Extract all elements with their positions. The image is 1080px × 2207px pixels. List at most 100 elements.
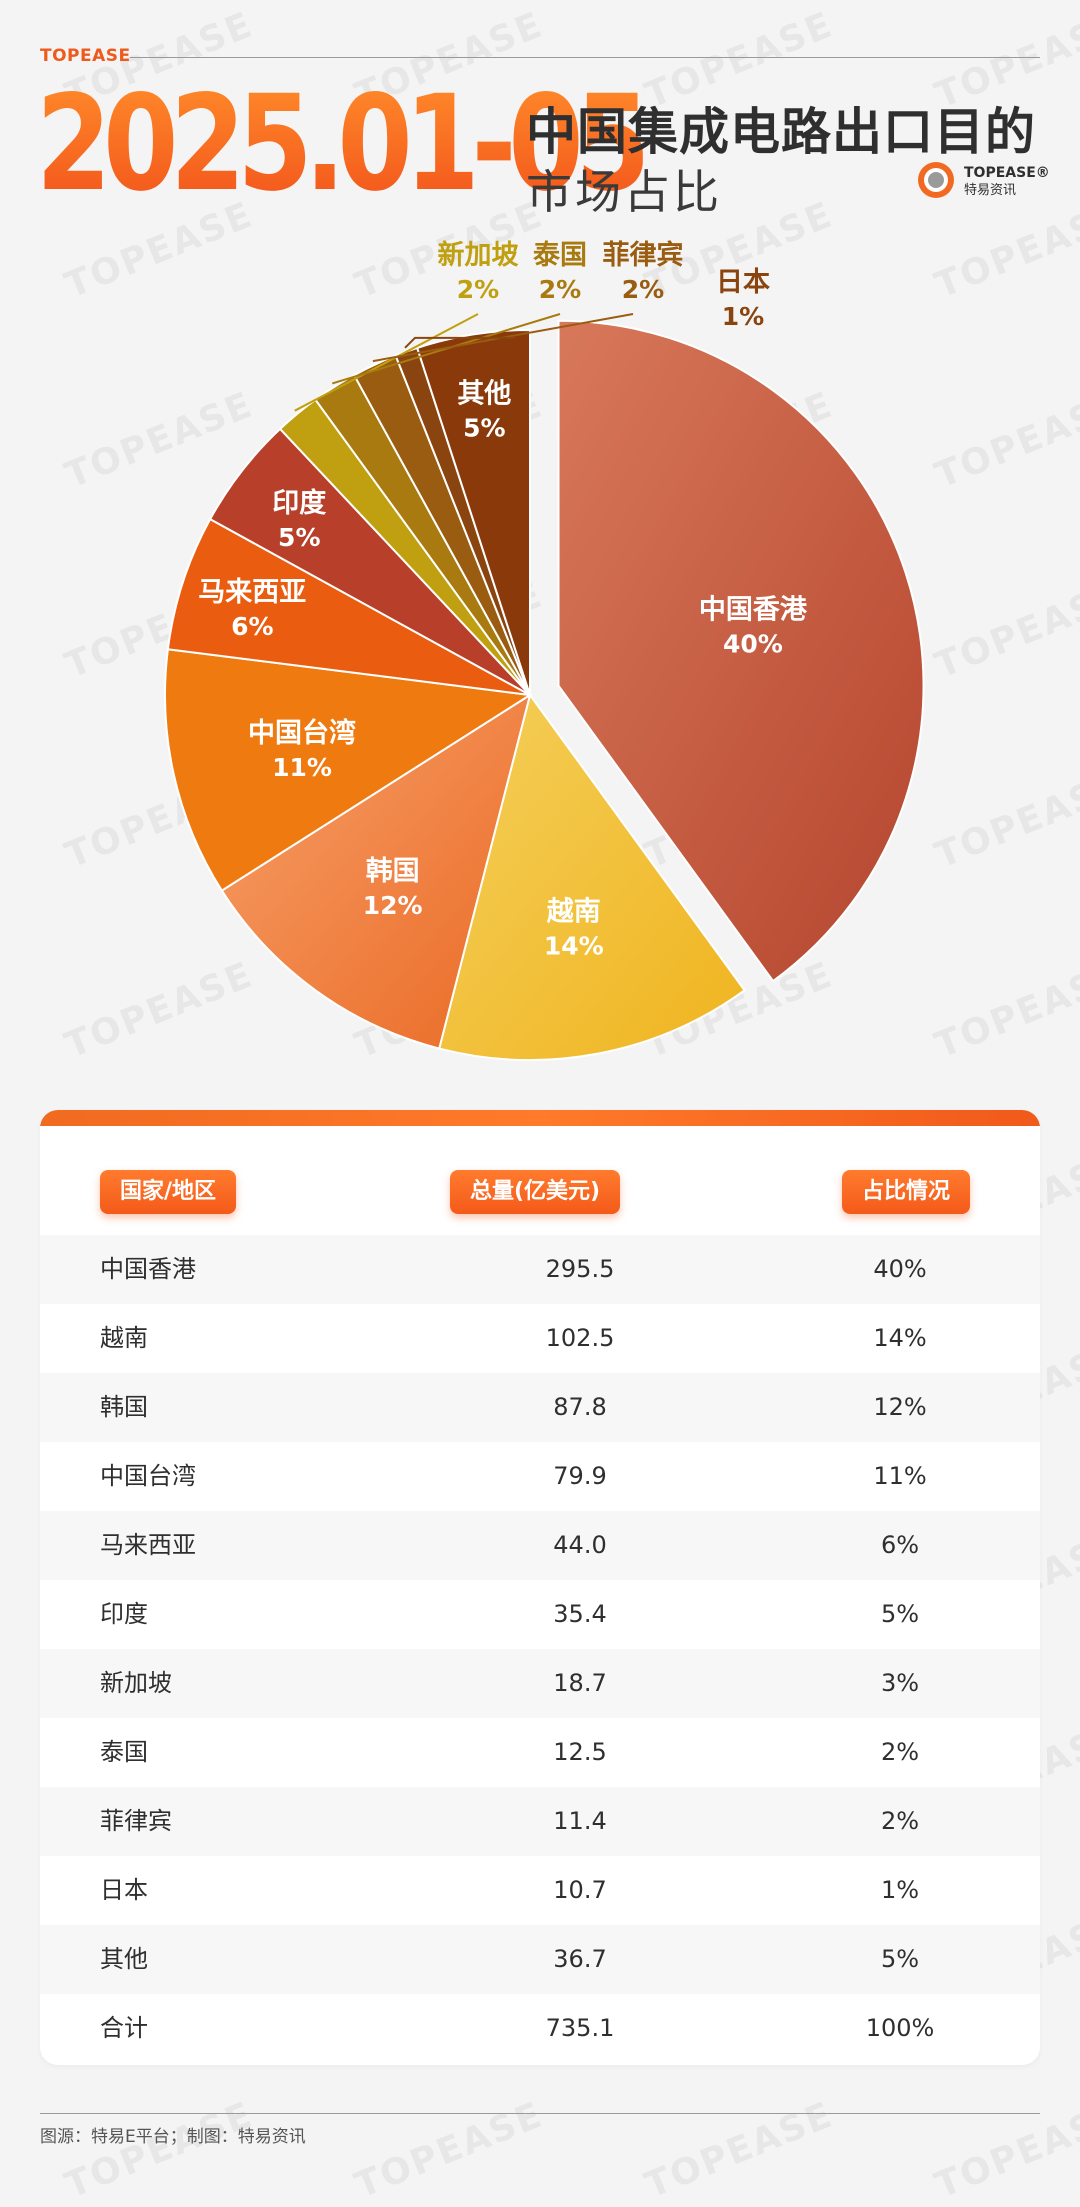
pie-label-percent: 11% bbox=[272, 753, 332, 782]
table-cell-region: 越南 bbox=[100, 1324, 148, 1352]
table-row: 其他 36.7 5% bbox=[40, 1925, 1040, 1994]
table-row: 印度 35.4 5% bbox=[40, 1580, 1040, 1649]
pie-slice bbox=[166, 517, 531, 696]
pie-label-percent: 14% bbox=[544, 931, 604, 960]
table-cell-region: 中国香港 bbox=[100, 1255, 196, 1283]
table-accent-bar bbox=[40, 1110, 1040, 1126]
column-header-share: 占比情况 bbox=[842, 1170, 971, 1214]
pie-leader-line bbox=[404, 336, 516, 349]
pie-label-percent: 2% bbox=[622, 275, 664, 304]
logo-subtitle: 特易资讯 bbox=[964, 183, 1017, 198]
topease-logo-icon bbox=[918, 162, 954, 198]
table-cell-region: 中国台湾 bbox=[100, 1462, 196, 1490]
watermark: TOPEASE bbox=[59, 2094, 259, 2207]
pie-slice bbox=[164, 648, 533, 892]
pie-label-name: 马来西亚 bbox=[198, 577, 306, 608]
table-cell-total: 18.7 bbox=[553, 1669, 607, 1697]
table-row: 日本 10.7 1% bbox=[40, 1856, 1040, 1925]
pie-leader-lines bbox=[294, 313, 634, 412]
pie-slice bbox=[415, 328, 531, 696]
pie-label-name: 中国台湾 bbox=[248, 717, 356, 749]
pie-label-name: 菲律宾 bbox=[603, 240, 684, 271]
table-cell-total: 295.5 bbox=[545, 1255, 615, 1283]
table-cell-region: 韩国 bbox=[100, 1393, 148, 1421]
pie-label-percent: 2% bbox=[457, 275, 499, 304]
pie-label-percent: 12% bbox=[363, 891, 423, 920]
page-subtitle: 市场占比 bbox=[526, 165, 722, 219]
table-row: 越南 102.5 14% bbox=[40, 1304, 1040, 1373]
pie-label-percent: 2% bbox=[539, 275, 581, 304]
table-cell-region: 印度 bbox=[100, 1600, 148, 1628]
table-cell-total: 102.5 bbox=[545, 1324, 615, 1352]
pie-label-name: 越南 bbox=[547, 896, 601, 927]
table-cell-share: 100% bbox=[865, 2014, 935, 2042]
source-note: 图源：特易E平台；制图：特易资讯 bbox=[40, 2127, 306, 2147]
pie-leader-line bbox=[294, 313, 479, 412]
pie-label-name: 泰国 bbox=[533, 240, 587, 271]
pie-slice bbox=[220, 692, 532, 1050]
table-cell-total: 11.4 bbox=[553, 1807, 607, 1835]
watermark: TOPEASE bbox=[929, 2094, 1080, 2207]
pie-chart: 中国香港 40% 越南 14% 韩国 12% 中国台湾 11% 马来西亚 6% 印度 5% 新加坡 2% 泰… bbox=[164, 240, 925, 1061]
logo-name: TOPEASE® bbox=[964, 165, 1050, 181]
pie-label-percent: 1% bbox=[722, 302, 764, 331]
table-cell-total: 44.0 bbox=[553, 1531, 607, 1559]
table-cell-region: 新加坡 bbox=[100, 1669, 172, 1697]
table-cell-region: 日本 bbox=[100, 1876, 148, 1904]
pie-label-percent: 6% bbox=[231, 612, 273, 641]
pie-label-name: 印度 bbox=[272, 487, 326, 519]
table-cell-share: 3% bbox=[880, 1669, 920, 1697]
table-cell-total: 10.7 bbox=[553, 1876, 607, 1904]
data-table: 国家/地区 总量(亿美元) 占比情况 中国香港 295.5 40% 越南 102.5 14… bbox=[40, 1110, 1040, 2065]
table-cell-share: 14% bbox=[873, 1324, 927, 1352]
pie-slice bbox=[557, 319, 925, 983]
pie-label-name: 中国香港 bbox=[699, 595, 808, 626]
table-cell-total: 79.9 bbox=[553, 1462, 607, 1490]
pie-label-name: 新加坡 bbox=[438, 240, 519, 271]
brand-label: TOPEASE bbox=[40, 46, 131, 66]
table-cell-share: 11% bbox=[873, 1462, 927, 1490]
watermark: TOPEASE bbox=[639, 2094, 839, 2207]
table-cell-share: 6% bbox=[880, 1531, 920, 1559]
table-cell-total: 12.5 bbox=[553, 1738, 607, 1766]
pie-label-percent: 5% bbox=[463, 414, 505, 443]
table-row: 新加坡 18.7 3% bbox=[40, 1649, 1040, 1718]
table-cell-share: 40% bbox=[873, 1255, 927, 1283]
table-cell-region: 马来西亚 bbox=[100, 1531, 196, 1559]
table-cell-share: 5% bbox=[880, 1600, 920, 1628]
table-row: 泰国 12.5 2% bbox=[40, 1718, 1040, 1787]
top-divider bbox=[130, 57, 1040, 58]
pie-slice bbox=[438, 692, 746, 1061]
bottom-divider bbox=[40, 2113, 1040, 2114]
watermark: TOPEASE bbox=[349, 2094, 549, 2207]
table-cell-total: 87.8 bbox=[553, 1393, 607, 1421]
pie-label-percent: 5% bbox=[278, 523, 320, 552]
pie-labels: 中国香港 40% 越南 14% 韩国 12% 中国台湾 11% 马来西亚 6% 印度 5% 新加坡 2% 泰… bbox=[198, 240, 808, 960]
table-cell-share: 5% bbox=[880, 1945, 920, 1973]
pie-label-name: 其他 bbox=[457, 379, 511, 410]
table-cell-region: 泰国 bbox=[100, 1738, 148, 1766]
date-range-heading: 2025.01-05 bbox=[36, 67, 651, 221]
table-cell-share: 1% bbox=[880, 1876, 920, 1904]
table-row: 菲律宾 11.4 2% bbox=[40, 1787, 1040, 1856]
table-cell-share: 2% bbox=[880, 1807, 920, 1835]
pie-slices bbox=[164, 319, 925, 1061]
table-cell-region: 其他 bbox=[100, 1945, 148, 1973]
column-header-total: 总量(亿美元) bbox=[450, 1170, 621, 1214]
table-cell-total: 36.7 bbox=[553, 1945, 607, 1973]
table-row: 马来西亚 44.0 6% bbox=[40, 1511, 1040, 1580]
table-cell-region: 合计 bbox=[100, 2014, 148, 2042]
table-cell-share: 12% bbox=[873, 1393, 927, 1421]
pie-label-name: 日本 bbox=[716, 267, 770, 298]
column-header-region: 国家/地区 bbox=[100, 1170, 237, 1214]
table-row: 中国香港 295.5 40% bbox=[40, 1235, 1040, 1304]
pie-label-name: 韩国 bbox=[366, 856, 420, 887]
table-cell-total: 35.4 bbox=[553, 1600, 607, 1628]
pie-label-percent: 40% bbox=[723, 630, 783, 659]
table-cell-total: 735.1 bbox=[545, 2014, 615, 2042]
table-row: 韩国 87.8 12% bbox=[40, 1373, 1040, 1442]
page-title: 中国集成电路出口目的 bbox=[526, 103, 1036, 161]
table-cell-share: 2% bbox=[880, 1738, 920, 1766]
table-cell-region: 菲律宾 bbox=[100, 1807, 172, 1835]
table-row: 合计 735.1 100% bbox=[40, 1994, 1040, 2063]
